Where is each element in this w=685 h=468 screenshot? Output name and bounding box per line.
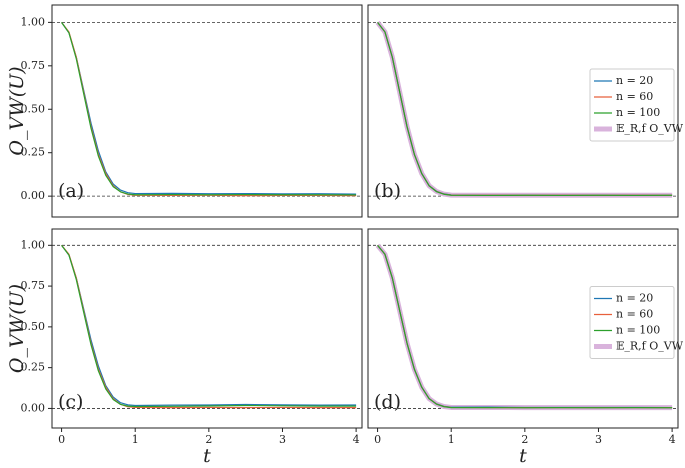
- y-axis-label: O_VW(U): [6, 66, 28, 155]
- legend-label: 𝔼_R,f O_VW: [616, 122, 684, 135]
- panel-label: (b): [374, 180, 401, 202]
- plot-frame: [51, 4, 363, 218]
- y-tick-label: 0.50: [21, 102, 46, 115]
- plot-frame: [367, 4, 679, 218]
- y-tick-label: 0.50: [21, 320, 46, 333]
- legend-label: n = 60: [616, 308, 653, 321]
- panel-label: (c): [58, 391, 83, 413]
- x-tick-label: 2: [205, 433, 212, 446]
- y-tick-label: 0.00: [21, 401, 46, 414]
- x-tick-label: 0: [58, 433, 65, 446]
- x-axis-label: t: [519, 445, 527, 467]
- legend-label: n = 60: [616, 90, 653, 103]
- x-tick-label: 1: [448, 433, 455, 446]
- legend-label: n = 100: [616, 106, 660, 119]
- x-tick-label: 0: [374, 433, 381, 446]
- y-tick-label: 0.00: [21, 189, 46, 202]
- legend-label: n = 20: [616, 292, 653, 305]
- x-tick-label: 3: [595, 433, 602, 446]
- series-line: [61, 244, 357, 407]
- series-line: [377, 244, 673, 409]
- x-tick-label: 3: [279, 433, 286, 446]
- series-line: [61, 244, 357, 408]
- x-axis-label: t: [203, 445, 211, 467]
- series-line: [377, 22, 673, 197]
- series-line: [61, 22, 357, 197]
- y-tick-label: 0.25: [21, 361, 46, 374]
- y-tick-label: 1.00: [21, 238, 46, 251]
- x-tick-label: 4: [669, 433, 676, 446]
- legend-label: 𝔼_R,f O_VW: [616, 340, 684, 353]
- legend-box: [589, 68, 675, 142]
- y-tick-label: 0.25: [21, 146, 46, 159]
- series-line: [61, 22, 357, 196]
- x-tick-label: 2: [521, 433, 528, 446]
- series-line: [61, 22, 357, 195]
- x-tick-label: 1: [132, 433, 139, 446]
- y-tick-label: 1.00: [21, 15, 46, 28]
- legend-box: [589, 286, 675, 359]
- plot-frame: [51, 228, 363, 429]
- x-tick-label: 4: [353, 433, 360, 446]
- legend-label: n = 20: [616, 74, 653, 87]
- series-line: [61, 244, 357, 409]
- plot-frame: [367, 228, 679, 429]
- y-tick-label: 0.75: [21, 279, 46, 292]
- panel-label: (d): [374, 391, 401, 413]
- y-tick-label: 0.75: [21, 59, 46, 72]
- panel-label: (a): [58, 180, 84, 202]
- y-axis-label: O_VW(U): [6, 284, 28, 373]
- legend-label: n = 100: [616, 324, 660, 337]
